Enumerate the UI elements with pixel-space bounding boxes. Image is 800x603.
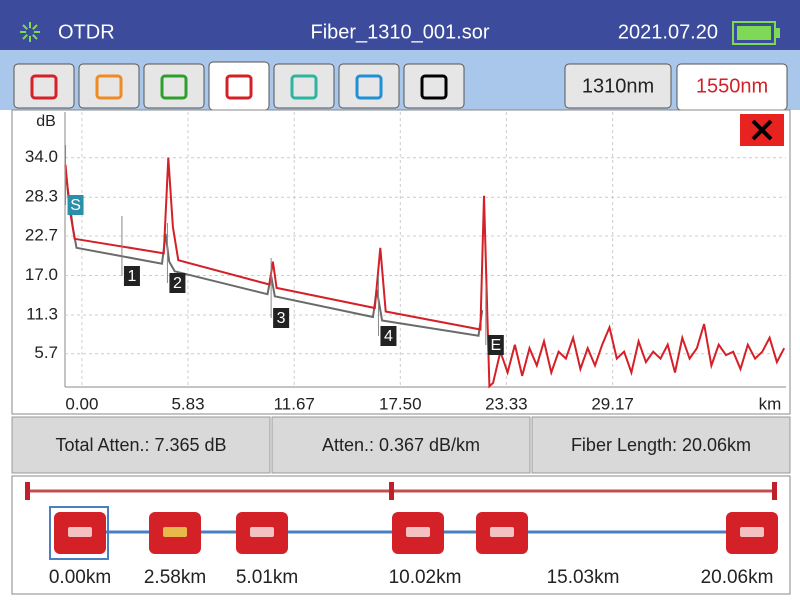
app-name: OTDR	[58, 21, 115, 43]
event-distance: 20.06km	[701, 567, 774, 588]
summary-cell	[271, 416, 531, 474]
trace	[64, 157, 786, 389]
map-cursor	[389, 482, 394, 500]
event-distance: 5.01km	[236, 567, 298, 588]
event-glyph	[490, 527, 514, 537]
event-badge	[67, 195, 84, 215]
summary-cell	[11, 416, 271, 474]
tool-icon	[30, 74, 58, 100]
summary-cell	[531, 416, 791, 474]
tool-icon	[95, 74, 123, 100]
event-distance: 10.02km	[389, 567, 462, 588]
map-cursor	[772, 482, 777, 500]
x-tick-label: 23.33	[485, 394, 528, 413]
x-tick-label: 0.00	[65, 394, 98, 413]
event-map: 0.00km 2.58km 5.01km 10.02km 15.03km 20.06km	[49, 512, 778, 588]
event-distance: 15.03km	[547, 567, 620, 588]
x-axis-label: km	[759, 394, 782, 413]
tool-tab[interactable]	[403, 63, 465, 109]
file-name: Fiber_1310_001.sor	[310, 21, 489, 43]
trace	[64, 171, 484, 337]
selected-event	[49, 506, 109, 560]
event-label: 3	[277, 310, 286, 327]
tool-tab[interactable]	[13, 63, 75, 109]
event-glyph	[740, 527, 764, 537]
tool-icon	[160, 74, 188, 100]
date: 2021.07.20	[618, 21, 718, 43]
tool-icon	[225, 74, 253, 100]
tool-tab[interactable]	[143, 63, 205, 109]
battery-level	[737, 26, 771, 40]
battery-tip	[776, 28, 780, 38]
event-label: 4	[384, 328, 393, 345]
tool-tab[interactable]	[273, 63, 335, 109]
event-badge	[380, 326, 397, 346]
event-badge	[169, 273, 186, 293]
tool-icon	[355, 74, 383, 100]
y-tick-label: 17.0	[25, 265, 58, 284]
event-badge	[273, 308, 290, 328]
y-tick-label: 11.3	[26, 304, 58, 323]
wavelength-tab[interactable]	[564, 63, 672, 109]
x-tick-label: 11.67	[274, 394, 315, 413]
tool-tab[interactable]	[338, 63, 400, 109]
event-badge	[123, 266, 140, 286]
chart-panel	[11, 109, 791, 415]
tool-tab[interactable]	[78, 63, 140, 109]
close-icon	[751, 119, 773, 141]
app-icon-center	[26, 28, 34, 36]
total-attenuation: Total Atten.: 7.365 dB	[55, 435, 226, 455]
battery	[732, 21, 776, 45]
wavelength-label: 1550nm	[696, 75, 768, 97]
event-distance: 0.00km	[49, 567, 111, 588]
x-tick-label: 29.17	[591, 394, 634, 413]
y-tick-label: 28.3	[25, 187, 58, 206]
x-tick-label: 5.83	[171, 394, 204, 413]
event-label: 1	[127, 268, 136, 285]
header-bar	[0, 0, 800, 50]
chart: dB km 5.7 11.3 17.0 22.7 28.3 34.0 0.00 5.83 11.67…	[25, 112, 786, 413]
attenuation: Atten.: 0.367 dB/km	[322, 435, 480, 455]
tool-icon	[420, 74, 448, 100]
event-glyph	[406, 527, 430, 537]
event-glyph	[68, 527, 92, 537]
tool-tab[interactable]	[208, 61, 270, 111]
event-glyph	[250, 527, 274, 537]
event-distance: 2.58km	[144, 567, 206, 588]
y-axis-label: dB	[36, 113, 56, 130]
wavelength-label: 1310nm	[582, 75, 654, 97]
map-cursor	[25, 482, 30, 500]
tabs	[13, 61, 465, 111]
x-tick-label: 17.50	[379, 394, 422, 413]
event-label: 2	[173, 275, 182, 292]
event-glyph	[163, 527, 187, 537]
y-tick-label: 5.7	[34, 343, 58, 362]
y-tick-label: 34.0	[25, 147, 58, 166]
event-label: E	[490, 337, 501, 354]
event-label: S	[70, 197, 81, 214]
event-badge	[487, 335, 504, 355]
y-tick-label: 22.7	[25, 225, 58, 244]
fiber-length: Fiber Length: 20.06km	[571, 435, 751, 455]
tool-icon	[290, 74, 318, 100]
